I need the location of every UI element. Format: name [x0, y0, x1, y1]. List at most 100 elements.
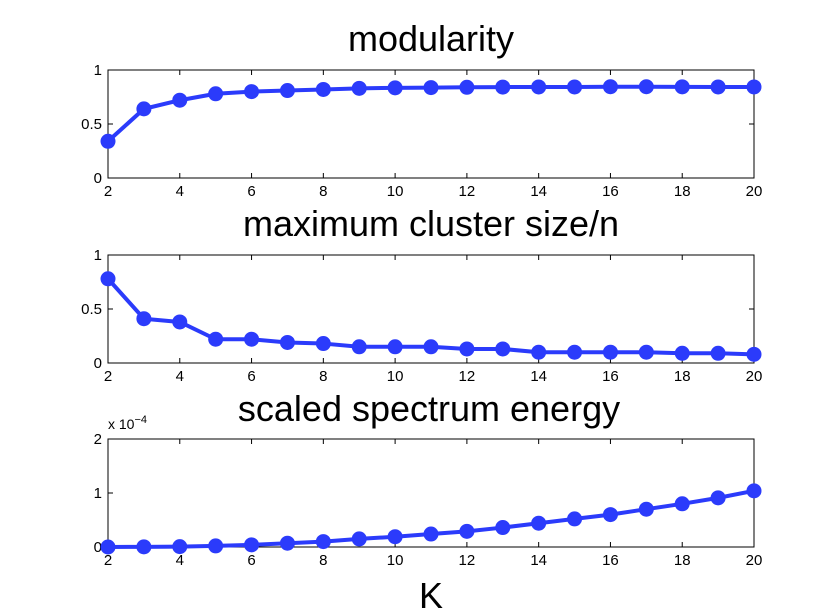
x-tick-label: 16: [602, 183, 619, 200]
x-tick-label: 2: [104, 183, 112, 200]
data-point: [495, 341, 511, 357]
data-point: [172, 92, 188, 108]
data-point: [100, 539, 116, 555]
data-point: [710, 490, 726, 506]
panel-modularity: modularity 00.51 2 4 6 8 10 12 14 16 18 20: [81, 18, 762, 200]
x-tick-label: 8: [319, 552, 327, 569]
data-point: [423, 339, 439, 355]
x-tick-label: 16: [602, 368, 619, 385]
x-tick-label: 14: [530, 183, 547, 200]
data-point: [638, 501, 654, 517]
x-tick-label: 18: [674, 552, 691, 569]
x-tick-label: 4: [176, 368, 184, 385]
data-point: [387, 339, 403, 355]
data-point: [531, 79, 547, 95]
data-point: [459, 341, 475, 357]
y-tick-label: 0: [94, 170, 102, 187]
chart-title: scaled spectrum energy: [238, 388, 620, 429]
x-tick-label: 14: [530, 368, 547, 385]
data-point: [208, 86, 224, 102]
x-axis-ticks: 2 4 6 8 10 12 14 16 18 20: [104, 439, 763, 569]
x-tick-label: 2: [104, 368, 112, 385]
data-point: [495, 520, 511, 536]
y-tick-label: 0.5: [81, 116, 102, 133]
y-axis-ticks: 00.51: [81, 62, 754, 187]
x-tick-label: 8: [319, 183, 327, 200]
x-tick-label: 10: [387, 368, 404, 385]
data-point: [423, 526, 439, 542]
x-tick-label: 6: [247, 183, 255, 200]
x-tick-label: 6: [247, 552, 255, 569]
x-tick-label: 20: [746, 183, 763, 200]
data-point: [746, 346, 762, 362]
y-scale-label: x 10: [108, 416, 135, 432]
data-point: [172, 539, 188, 555]
y-scale-factor: x 10−4: [108, 414, 147, 432]
data-point: [387, 529, 403, 545]
y-tick-label: 1: [94, 247, 102, 264]
x-tick-label: 16: [602, 552, 619, 569]
data-point: [315, 534, 331, 550]
data-point: [351, 80, 367, 96]
data-point: [136, 101, 152, 117]
data-point: [279, 334, 295, 350]
x-tick-label: 2: [104, 552, 112, 569]
data-point: [244, 331, 260, 347]
x-tick-label: 10: [387, 183, 404, 200]
y-tick-label: 0: [94, 539, 102, 556]
data-point: [100, 133, 116, 149]
data-point: [746, 483, 762, 499]
data-point: [495, 79, 511, 95]
data-point: [602, 344, 618, 360]
x-tick-label: 14: [530, 552, 547, 569]
x-tick-label: 4: [176, 183, 184, 200]
data-point: [746, 79, 762, 95]
x-tick-label: 6: [247, 368, 255, 385]
data-point: [567, 79, 583, 95]
data-point: [531, 515, 547, 531]
data-point: [351, 531, 367, 547]
x-axis-ticks: 2 4 6 8 10 12 14 16 18 20: [104, 70, 763, 200]
data-point: [136, 539, 152, 555]
series-line: [100, 271, 762, 362]
data-point: [315, 336, 331, 352]
x-tick-label: 10: [387, 552, 404, 569]
data-point: [136, 311, 152, 327]
data-point: [208, 538, 224, 554]
x-tick-label: 8: [319, 368, 327, 385]
y-tick-label: 0: [94, 355, 102, 372]
y-tick-label: 1: [94, 62, 102, 79]
data-point: [674, 79, 690, 95]
data-point: [602, 507, 618, 523]
y-tick-label: 2: [94, 431, 102, 448]
x-tick-label: 12: [459, 552, 476, 569]
data-point: [674, 345, 690, 361]
chart-title: modularity: [348, 18, 514, 59]
x-tick-label: 18: [674, 183, 691, 200]
data-point: [638, 344, 654, 360]
data-point: [315, 81, 331, 97]
x-tick-label: 18: [674, 368, 691, 385]
y-axis-ticks: 00.51: [81, 247, 754, 372]
series-line: [100, 483, 762, 555]
panel-spectrum-energy: scaled spectrum energy x 10−4 012 2 4 6 8 10…: [94, 388, 763, 616]
x-tick-label: 12: [459, 183, 476, 200]
data-point: [279, 535, 295, 551]
data-point: [567, 344, 583, 360]
panel-max-cluster-size: maximum cluster size/n 00.51 2 4 6 8 10 12 14 1…: [81, 203, 762, 385]
chart-title: maximum cluster size/n: [243, 203, 619, 244]
x-axis-ticks: 2 4 6 8 10 12 14 16 18 20: [104, 255, 762, 385]
data-point: [208, 331, 224, 347]
data-point: [244, 84, 260, 100]
y-tick-label: 1: [94, 485, 102, 502]
data-point: [459, 79, 475, 95]
data-point: [351, 339, 367, 355]
x-tick-label: 20: [746, 552, 763, 569]
data-point: [172, 314, 188, 330]
y-axis-ticks: 0 1 2: [94, 431, 754, 556]
x-tick-label: 4: [176, 552, 184, 569]
data-point: [710, 79, 726, 95]
y-scale-exponent: −4: [134, 414, 147, 426]
data-point: [279, 83, 295, 99]
